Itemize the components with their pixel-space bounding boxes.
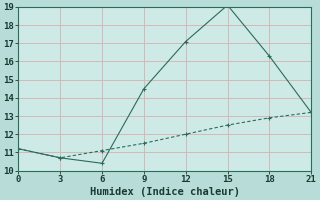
X-axis label: Humidex (Indice chaleur): Humidex (Indice chaleur) xyxy=(90,186,240,197)
